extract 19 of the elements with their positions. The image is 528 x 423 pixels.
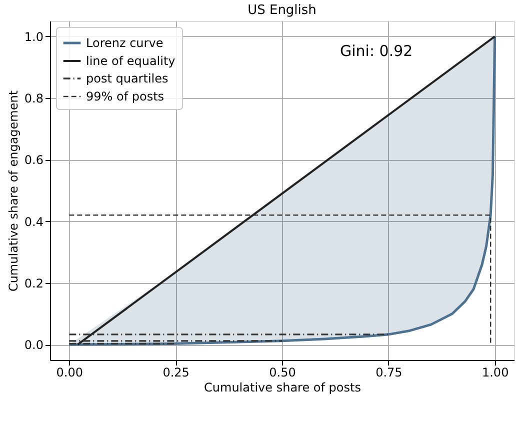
- legend-label: 99% of posts: [86, 90, 164, 104]
- x-tick-label: 0.25: [162, 366, 190, 380]
- legend-label: post quartiles: [86, 72, 168, 86]
- x-tick-label: 0.75: [376, 366, 402, 380]
- y-tick-label: 0.8: [24, 92, 44, 106]
- y-tick-label: 0.0: [24, 338, 44, 352]
- y-tick-label: 0.4: [24, 214, 44, 229]
- x-tick-label: 0.50: [269, 366, 296, 380]
- y-axis-title: Cumulative share of engagement: [6, 90, 20, 292]
- x-tick-label: 0.00: [56, 366, 84, 380]
- legend-label: line of equality: [86, 54, 176, 68]
- x-tick-label: 1.00: [482, 366, 509, 380]
- y-tick-label: 0.6: [24, 153, 44, 168]
- legend-label: Lorenz curve: [86, 36, 164, 50]
- y-tick-label: 0.2: [24, 276, 44, 290]
- annotation: Gini: 0.92: [340, 42, 413, 60]
- y-tick-label: 1.0: [24, 30, 44, 44]
- x-axis-title: Cumulative share of posts: [204, 380, 361, 394]
- chart-title: US English: [248, 3, 316, 18]
